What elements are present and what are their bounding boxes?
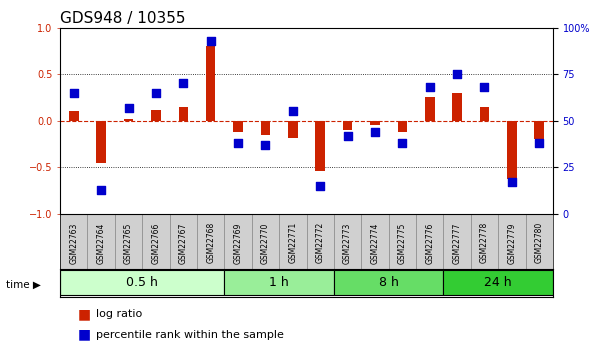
Text: GSM22770: GSM22770 [261,222,270,264]
Bar [178,107,188,121]
Point [480,85,489,90]
Point [178,81,188,86]
Text: GSM22779: GSM22779 [507,222,516,264]
Text: GSM22767: GSM22767 [179,222,188,264]
Point [288,109,297,114]
Point [316,183,325,189]
Bar [96,121,106,163]
Text: GSM22771: GSM22771 [288,222,297,264]
Text: GSM22777: GSM22777 [453,222,462,264]
Point [261,142,270,148]
Text: GSM22763: GSM22763 [69,222,78,264]
Bar [370,121,380,125]
Text: GSM22778: GSM22778 [480,222,489,264]
Point [69,90,79,96]
Text: 24 h: 24 h [484,276,512,289]
Point [397,140,407,146]
Text: ■: ■ [78,307,91,321]
Bar [534,121,544,139]
Text: 8 h: 8 h [379,276,398,289]
Text: GSM22776: GSM22776 [426,222,434,264]
Text: GSM22765: GSM22765 [124,222,133,264]
FancyBboxPatch shape [444,270,553,295]
Point [206,38,216,43]
Text: ■: ■ [78,328,91,342]
Text: log ratio: log ratio [96,309,142,319]
Bar [233,121,243,132]
Bar [206,46,216,121]
Bar [343,121,352,130]
Point [507,179,517,185]
Bar [507,121,517,178]
Text: GSM22766: GSM22766 [151,222,160,264]
Text: 0.5 h: 0.5 h [126,276,158,289]
Text: time ▶: time ▶ [6,280,41,289]
Text: percentile rank within the sample: percentile rank within the sample [96,330,284,339]
FancyBboxPatch shape [224,270,334,295]
Point [233,140,243,146]
FancyBboxPatch shape [334,270,444,295]
Text: GSM22775: GSM22775 [398,222,407,264]
Text: GSM22768: GSM22768 [206,222,215,264]
Bar [288,121,297,138]
Point [343,133,352,138]
Bar [453,93,462,121]
Point [425,85,435,90]
Point [453,71,462,77]
Text: GDS948 / 10355: GDS948 / 10355 [60,11,186,27]
Text: GSM22772: GSM22772 [316,222,325,264]
Point [96,187,106,193]
Text: GSM22769: GSM22769 [234,222,243,264]
Bar [151,110,160,121]
Bar [69,111,79,121]
FancyBboxPatch shape [60,270,224,295]
Bar [480,107,489,121]
Text: GSM22764: GSM22764 [97,222,106,264]
Text: GSM22780: GSM22780 [535,222,544,264]
Point [151,90,160,96]
Point [534,140,544,146]
Text: GSM22773: GSM22773 [343,222,352,264]
Text: GSM22774: GSM22774 [370,222,379,264]
Text: 1 h: 1 h [269,276,289,289]
Point [370,129,380,135]
Bar [397,121,407,132]
Bar [316,121,325,171]
Point [124,105,133,110]
Bar [261,121,270,135]
Bar [425,97,435,121]
Bar [124,119,133,121]
